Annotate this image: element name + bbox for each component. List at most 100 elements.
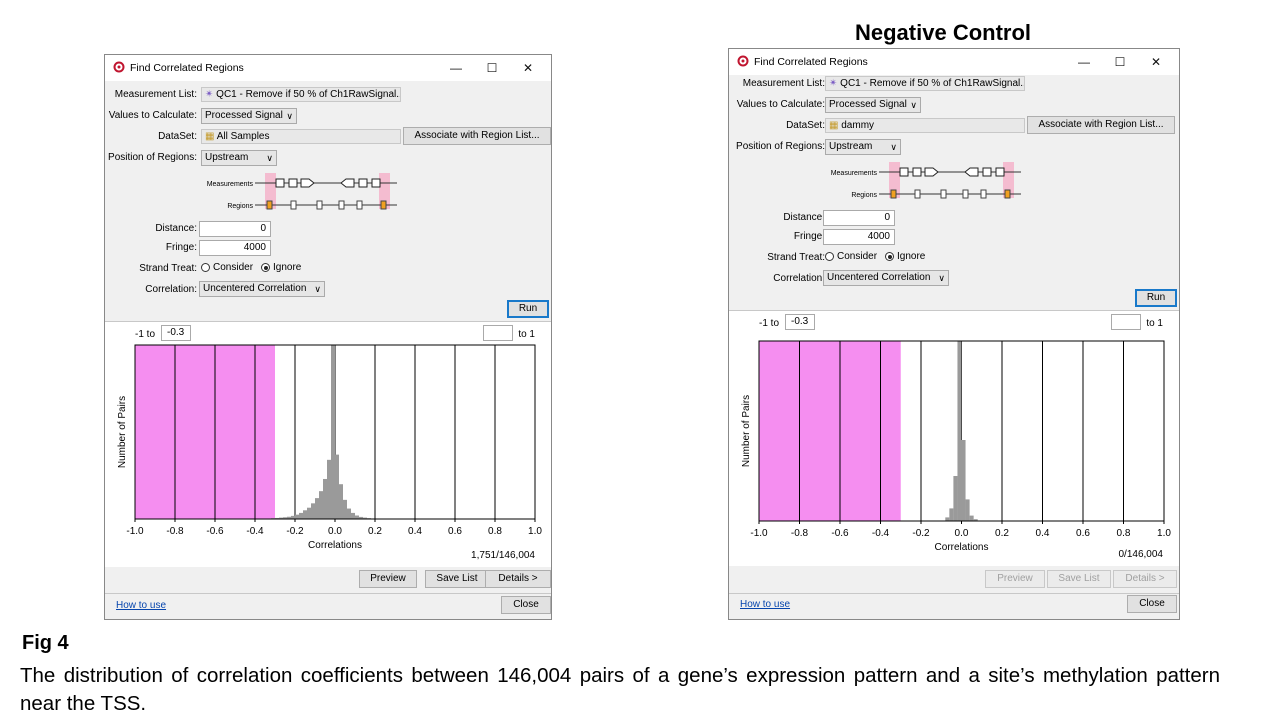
run-button[interactable]: Run bbox=[1135, 289, 1177, 307]
gene-forward-icon bbox=[899, 167, 939, 177]
x-tick-label: 0.8 bbox=[488, 526, 502, 537]
fringe-input[interactable]: 4000 bbox=[823, 229, 895, 245]
x-tick-label: -1.0 bbox=[750, 528, 768, 539]
gene-reverse-icon bbox=[340, 178, 381, 188]
dataset-icon: ▦ bbox=[205, 131, 217, 142]
fringe-label: Fringe: bbox=[165, 242, 197, 253]
x-axis-label: Correlations bbox=[935, 542, 989, 553]
find-correlated-regions-dialog: Find Correlated Regions — ☐ ✕ Measuremen… bbox=[104, 54, 552, 620]
diagram-region bbox=[316, 200, 323, 210]
strand-consider-radio[interactable]: Consider bbox=[825, 251, 877, 262]
histogram-bar bbox=[355, 515, 359, 519]
minimize-icon[interactable]: — bbox=[450, 61, 462, 75]
fringe-input[interactable]: 4000 bbox=[199, 240, 271, 256]
histogram-bar bbox=[957, 341, 962, 521]
correlation-value: Uncentered Correlation bbox=[203, 283, 307, 294]
strand-consider-label: Consider bbox=[213, 262, 254, 273]
window-title: Find Correlated Regions bbox=[130, 62, 244, 74]
histogram-bar bbox=[973, 519, 978, 521]
histogram-bar bbox=[351, 512, 355, 519]
dataset-label: DataSet: bbox=[786, 120, 825, 131]
fringe-label: Fringe: bbox=[793, 231, 825, 242]
chevron-down-icon: ∨ bbox=[938, 273, 945, 283]
dataset-field[interactable]: ▦ All Samples bbox=[201, 129, 401, 144]
diagram-region-selected bbox=[1004, 189, 1011, 199]
range-high-input[interactable] bbox=[483, 325, 513, 341]
run-button[interactable]: Run bbox=[507, 300, 549, 318]
close-button[interactable]: Close bbox=[501, 596, 551, 614]
diagram-highlight-left bbox=[889, 162, 900, 198]
strand-ignore-label: Ignore bbox=[897, 251, 926, 262]
distance-label: Distance: bbox=[783, 212, 825, 223]
correlation-histogram: -1.0 -0.8 -0.6 -0.4 -0.2 0.0 0.2 0.4 0.6 0.8 1.0 Co… bbox=[741, 340, 1171, 553]
correlation-label: Correlation: bbox=[145, 284, 197, 295]
diagram-measurements-label: Measurements bbox=[831, 170, 878, 177]
how-to-use-link[interactable]: How to use bbox=[740, 599, 791, 610]
dataset-value: All Samples bbox=[216, 131, 270, 142]
x-tick-label: 0.0 bbox=[328, 526, 342, 537]
title-bar[interactable]: Find Correlated Regions — ☐ ✕ bbox=[729, 49, 1179, 75]
save-list-button[interactable]: Save List bbox=[1047, 570, 1111, 588]
close-button[interactable]: Close bbox=[1127, 595, 1177, 613]
x-tick-label: -0.4 bbox=[872, 528, 890, 539]
histogram-bar bbox=[335, 454, 339, 519]
x-tick-label: -0.2 bbox=[286, 526, 304, 537]
diagram-region-selected bbox=[266, 200, 273, 210]
histogram-bar bbox=[953, 476, 958, 521]
distance-input[interactable]: 0 bbox=[199, 221, 271, 237]
diagram-region bbox=[914, 189, 921, 199]
details-button[interactable]: Details > bbox=[1113, 570, 1177, 588]
correlation-label: Correlation: bbox=[773, 273, 825, 284]
dataset-field[interactable]: ▦ dammy bbox=[825, 118, 1025, 133]
title-bar[interactable]: Find Correlated Regions — ☐ ✕ bbox=[105, 55, 551, 81]
measurement-list-field[interactable]: ✴ QC1 - Remove if 50 % of Ch1RawSignal..… bbox=[201, 87, 401, 102]
x-tick-label: 1.0 bbox=[528, 526, 542, 537]
diagram-regions-label: Regions bbox=[227, 203, 253, 210]
app-logo-icon bbox=[737, 55, 749, 67]
x-tick-label: 0.6 bbox=[448, 526, 462, 537]
separator bbox=[105, 593, 551, 594]
x-tick-label: -0.6 bbox=[206, 526, 224, 537]
maximize-icon[interactable]: ☐ bbox=[486, 61, 498, 75]
close-icon[interactable]: ✕ bbox=[1150, 55, 1162, 69]
range-high-input[interactable] bbox=[1111, 314, 1141, 330]
save-list-button[interactable]: Save List bbox=[425, 570, 489, 588]
minimize-icon[interactable]: — bbox=[1078, 55, 1090, 69]
measurement-list-field[interactable]: ✴ QC1 - Remove if 50 % of Ch1RawSignal..… bbox=[825, 76, 1025, 91]
values-to-calculate-select[interactable]: Processed Signal ∨ bbox=[201, 108, 297, 124]
chevron-down-icon: ∨ bbox=[314, 284, 321, 294]
values-to-calculate-select[interactable]: Processed Signal ∨ bbox=[825, 97, 921, 113]
selection-highlight[interactable] bbox=[135, 345, 275, 519]
chevron-down-icon: ∨ bbox=[266, 153, 273, 163]
preview-button[interactable]: Preview bbox=[985, 570, 1045, 588]
distance-input[interactable]: 0 bbox=[823, 210, 895, 226]
window-title: Find Correlated Regions bbox=[754, 56, 868, 68]
details-button[interactable]: Details > bbox=[485, 570, 551, 588]
associate-with-region-list-button[interactable]: Associate with Region List... bbox=[1027, 116, 1175, 134]
correlation-select[interactable]: Uncentered Correlation ∨ bbox=[199, 281, 325, 297]
range-low-input[interactable]: -0.3 bbox=[161, 325, 191, 341]
measurement-list-value: QC1 - Remove if 50 % of Ch1RawSignal... bbox=[216, 89, 401, 100]
position-of-regions-select[interactable]: Upstream ∨ bbox=[825, 139, 901, 155]
x-tick-label: -0.8 bbox=[791, 528, 809, 539]
x-tick-label: 0.2 bbox=[995, 528, 1009, 539]
maximize-icon[interactable]: ☐ bbox=[1114, 55, 1126, 69]
how-to-use-link[interactable]: How to use bbox=[116, 600, 167, 611]
find-correlated-regions-dialog-negative-control: Find Correlated Regions — ☐ ✕ Measuremen… bbox=[728, 48, 1180, 620]
strand-ignore-radio[interactable]: Ignore bbox=[885, 251, 925, 262]
close-icon[interactable]: ✕ bbox=[522, 61, 534, 75]
selection-highlight[interactable] bbox=[759, 341, 901, 521]
x-tick-label: 0.2 bbox=[368, 526, 382, 537]
preview-button[interactable]: Preview bbox=[359, 570, 417, 588]
histogram-bar bbox=[303, 510, 307, 519]
correlation-select[interactable]: Uncentered Correlation ∨ bbox=[823, 270, 949, 286]
dataset-value: dammy bbox=[841, 120, 875, 131]
associate-with-region-list-button[interactable]: Associate with Region List... bbox=[403, 127, 551, 145]
histogram-bar bbox=[291, 515, 295, 519]
strand-ignore-radio[interactable]: Ignore bbox=[261, 262, 301, 273]
diagram-region-selected bbox=[890, 189, 897, 199]
range-low-input[interactable]: -0.3 bbox=[785, 314, 815, 330]
chevron-down-icon: ∨ bbox=[910, 100, 917, 110]
strand-consider-radio[interactable]: Consider bbox=[201, 262, 253, 273]
position-of-regions-select[interactable]: Upstream ∨ bbox=[201, 150, 277, 166]
